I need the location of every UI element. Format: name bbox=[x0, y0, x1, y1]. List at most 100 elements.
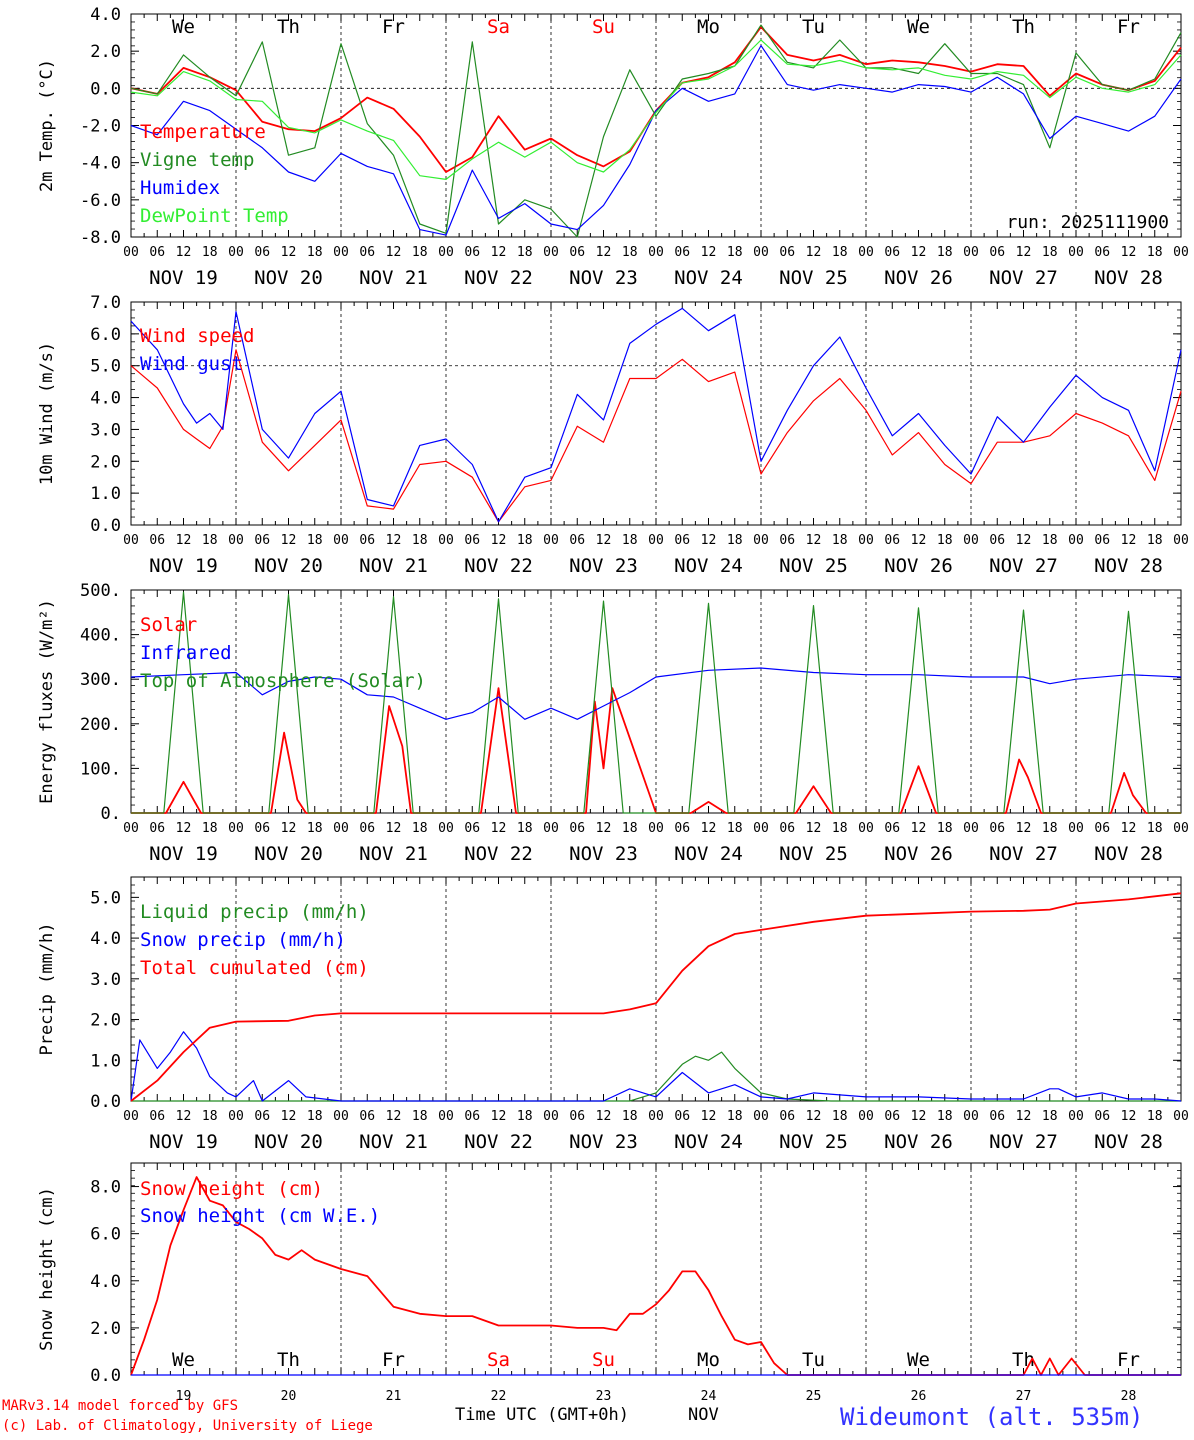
date-label: NOV 19 bbox=[149, 267, 218, 289]
hour-tick-label: 18 bbox=[517, 245, 533, 260]
y-tick-label: 500. bbox=[80, 581, 121, 601]
hour-tick-label: 12 bbox=[701, 533, 717, 548]
day-number-label: 22 bbox=[491, 1389, 507, 1404]
hour-tick-label: 18 bbox=[832, 245, 848, 260]
y-tick-label: 7.0 bbox=[90, 293, 121, 313]
hour-tick-label: 18 bbox=[1042, 245, 1058, 260]
date-label: NOV 24 bbox=[674, 267, 743, 289]
date-label: NOV 20 bbox=[254, 843, 323, 865]
date-label: NOV 21 bbox=[359, 1131, 428, 1153]
hour-tick-label: 06 bbox=[569, 821, 585, 836]
y-tick-label: 1.0 bbox=[90, 1051, 121, 1071]
hour-tick-label: 18 bbox=[832, 821, 848, 836]
hour-tick-label: 06 bbox=[1094, 245, 1110, 260]
legend-label: Vigne temp bbox=[140, 149, 254, 171]
date-label: NOV 26 bbox=[884, 1131, 953, 1153]
hour-tick-label: 18 bbox=[727, 821, 743, 836]
hour-tick-label: 00 bbox=[753, 1109, 769, 1124]
hour-tick-label: 12 bbox=[806, 821, 822, 836]
hour-tick-label: 06 bbox=[359, 821, 375, 836]
hour-tick-label: 12 bbox=[386, 533, 402, 548]
hour-tick-label: 12 bbox=[281, 533, 297, 548]
hour-tick-label: 18 bbox=[202, 245, 218, 260]
hour-tick-label: 00 bbox=[228, 245, 244, 260]
hour-tick-label: 18 bbox=[202, 821, 218, 836]
hour-tick-label: 18 bbox=[412, 245, 428, 260]
series-line-snow-precip-mm-h- bbox=[130, 1031, 1182, 1102]
hour-tick-label: 06 bbox=[254, 245, 270, 260]
hour-tick-label: 00 bbox=[333, 533, 349, 548]
legend-label: Solar bbox=[140, 614, 197, 636]
hour-tick-label: 06 bbox=[674, 1109, 690, 1124]
month-label: NOV bbox=[688, 1405, 719, 1425]
x-axis-title: Time UTC (GMT+0h) bbox=[455, 1405, 629, 1425]
hour-tick-label: 06 bbox=[884, 1109, 900, 1124]
y-tick-label: 0. bbox=[101, 804, 121, 824]
hour-tick-label: 00 bbox=[858, 533, 874, 548]
day-label: Tu bbox=[802, 16, 825, 38]
hour-tick-label: 18 bbox=[622, 533, 638, 548]
hour-tick-label: 00 bbox=[1068, 533, 1084, 548]
hour-tick-label: 00 bbox=[1068, 245, 1084, 260]
hour-tick-label: 06 bbox=[149, 245, 165, 260]
hour-tick-label: 00 bbox=[648, 533, 664, 548]
hour-tick-label: 00 bbox=[123, 821, 139, 836]
hour-tick-label: 18 bbox=[1042, 821, 1058, 836]
series-line-solar bbox=[131, 687, 1181, 814]
hour-tick-label: 06 bbox=[674, 533, 690, 548]
date-label: NOV 19 bbox=[149, 1131, 218, 1153]
hour-tick-label: 06 bbox=[359, 1109, 375, 1124]
legend-label: DewPoint Temp bbox=[140, 205, 289, 227]
hour-tick-label: 12 bbox=[491, 533, 507, 548]
hour-tick-label: 18 bbox=[307, 1109, 323, 1124]
hour-tick-label: 12 bbox=[911, 1109, 927, 1124]
hour-tick-label: 12 bbox=[1016, 1109, 1032, 1124]
hour-tick-label: 12 bbox=[1121, 821, 1137, 836]
date-label: NOV 22 bbox=[464, 555, 533, 577]
day-label: Sa bbox=[487, 16, 510, 38]
hour-tick-label: 12 bbox=[806, 245, 822, 260]
hour-tick-label: 00 bbox=[963, 245, 979, 260]
hour-tick-label: 12 bbox=[386, 1109, 402, 1124]
day-label: Fr bbox=[382, 1349, 405, 1371]
hour-tick-label: 18 bbox=[1042, 1109, 1058, 1124]
hour-tick-label: 12 bbox=[596, 533, 612, 548]
y-axis-title: Energy fluxes (W/m²) bbox=[37, 599, 57, 804]
hour-tick-label: 00 bbox=[438, 1109, 454, 1124]
day-label: Fr bbox=[382, 16, 405, 38]
series-line-dewpoint-temp bbox=[130, 39, 1182, 180]
plot-frame-1 bbox=[130, 13, 1182, 238]
date-label: NOV 26 bbox=[884, 267, 953, 289]
hour-tick-label: 06 bbox=[989, 1109, 1005, 1124]
hour-tick-label: 00 bbox=[438, 821, 454, 836]
day-number-label: 23 bbox=[596, 1389, 612, 1404]
hour-tick-label: 12 bbox=[911, 245, 927, 260]
day-label: We bbox=[907, 1349, 930, 1371]
hour-tick-label: 12 bbox=[806, 533, 822, 548]
legend-label: Snow height (cm W.E.) bbox=[140, 1205, 380, 1227]
hour-tick-label: 06 bbox=[254, 533, 270, 548]
hour-tick-label: 06 bbox=[149, 821, 165, 836]
hour-tick-label: 18 bbox=[202, 1109, 218, 1124]
hour-tick-label: 00 bbox=[333, 821, 349, 836]
day-label: Fr bbox=[1117, 16, 1140, 38]
hour-tick-label: 12 bbox=[386, 821, 402, 836]
hour-tick-label: 12 bbox=[596, 821, 612, 836]
hour-tick-label: 18 bbox=[622, 245, 638, 260]
hour-tick-label: 12 bbox=[1016, 533, 1032, 548]
hour-tick-label: 00 bbox=[123, 533, 139, 548]
legend-label: Wind gust bbox=[140, 353, 243, 375]
y-tick-label: 0.0 bbox=[90, 516, 121, 536]
hour-tick-label: 06 bbox=[674, 245, 690, 260]
hour-tick-label: 18 bbox=[937, 1109, 953, 1124]
hour-tick-label: 12 bbox=[1121, 245, 1137, 260]
hour-tick-label: 12 bbox=[281, 821, 297, 836]
day-label: Th bbox=[1012, 16, 1035, 38]
y-axis-title: 10m Wind (m/s) bbox=[37, 342, 57, 485]
hour-tick-label: 12 bbox=[596, 245, 612, 260]
y-tick-label: 5.0 bbox=[90, 888, 121, 908]
hour-tick-label: 00 bbox=[228, 533, 244, 548]
series-line-liquid-precip-mm-h- bbox=[131, 1051, 1181, 1102]
hour-tick-label: 00 bbox=[753, 245, 769, 260]
hour-tick-label: 18 bbox=[412, 821, 428, 836]
